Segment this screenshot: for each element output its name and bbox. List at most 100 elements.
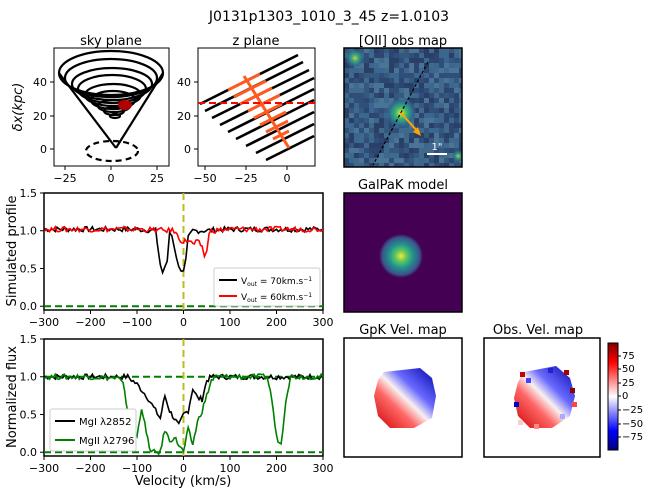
obs-pixel xyxy=(354,68,359,73)
obs-pixel xyxy=(434,158,439,163)
obs-pixel xyxy=(444,123,449,128)
obs-pixel xyxy=(404,78,409,83)
obs-pixel xyxy=(354,103,359,108)
obs-pixel xyxy=(434,138,439,143)
obs-pixel xyxy=(444,58,449,63)
obs-pixel xyxy=(409,98,414,103)
obs-pixel xyxy=(379,108,384,113)
obs-pixel xyxy=(434,153,439,158)
obs-pixel xyxy=(439,153,444,158)
obs-pixel xyxy=(374,138,379,143)
obs-pixel xyxy=(429,138,434,143)
sim-legend-label: Vout = 60km.s−1 xyxy=(241,292,312,304)
obs-pixel xyxy=(389,78,394,83)
obs-pixel xyxy=(419,98,424,103)
obs-pixel xyxy=(374,63,379,68)
obs-pixel xyxy=(454,143,459,148)
gpk-vel-field xyxy=(374,368,436,428)
colorbar-tick: −25 xyxy=(622,405,643,416)
obs-pixel xyxy=(344,143,349,148)
obs-pixel xyxy=(379,88,384,93)
obs-pixel xyxy=(444,93,449,98)
obs-pixel xyxy=(374,133,379,138)
colorbar-tick: −75 xyxy=(622,432,643,443)
norm-ylabel: Normalized flux xyxy=(5,346,20,448)
x-tick-label: 100 xyxy=(220,316,241,329)
colorbar-gradient xyxy=(607,342,619,451)
obs-pixel xyxy=(439,133,444,138)
obs-pixel xyxy=(354,118,359,123)
obs-pixel xyxy=(394,53,399,58)
obs-pixel xyxy=(344,138,349,143)
obs-pixel xyxy=(419,88,424,93)
obs-pixel xyxy=(419,53,424,58)
obs-pixel xyxy=(424,138,429,143)
obs-pixel xyxy=(369,163,374,167)
obs-pixel xyxy=(409,163,414,167)
obs-pixel xyxy=(394,73,399,78)
obs-pixel xyxy=(399,53,404,58)
obs-pixel xyxy=(384,48,389,53)
obs-pixel xyxy=(359,113,364,118)
sky-ylabel: δx(kpc) xyxy=(11,83,26,132)
obs-pixel xyxy=(344,98,349,103)
obs-pixel xyxy=(424,78,429,83)
obs-pixel xyxy=(424,158,429,163)
obs-pixel xyxy=(404,138,409,143)
obs-pixel xyxy=(459,143,462,148)
obs-pixel xyxy=(459,128,462,133)
obs-pixel xyxy=(419,128,424,133)
sky-ytick: 0 xyxy=(40,143,47,156)
obs-pixel xyxy=(409,53,414,58)
z-xtick: 0 xyxy=(284,172,291,185)
obs-pixel xyxy=(379,83,384,88)
obs-pixel xyxy=(429,103,434,108)
obs-pixel xyxy=(364,108,369,113)
obs-pixel xyxy=(389,93,394,98)
obs-pixel xyxy=(454,133,459,138)
velocity-colorbar: 75 50 25 0 −25 −50 −75 xyxy=(607,342,643,451)
obs-pixel xyxy=(359,78,364,83)
obs-pixel xyxy=(434,63,439,68)
x-tick-label: 300 xyxy=(313,316,334,329)
y-tick-label: 0.0 xyxy=(20,300,38,313)
obs-pixel xyxy=(454,113,459,118)
obs-pixel xyxy=(459,63,462,68)
obs-pixel xyxy=(399,153,404,158)
obs-pixel xyxy=(439,103,444,108)
obs-pixel xyxy=(389,158,394,163)
obs-pixel xyxy=(379,158,384,163)
norm-xlabel: Velocity (km/s) xyxy=(135,474,232,489)
obs-pixel xyxy=(399,68,404,73)
obs-pixel xyxy=(384,78,389,83)
series-line xyxy=(44,224,323,260)
obs-pixel xyxy=(384,83,389,88)
obs-pixel xyxy=(384,63,389,68)
obs-pixel xyxy=(429,83,434,88)
obs-pixel xyxy=(419,48,424,53)
sky-xtick: 25 xyxy=(150,172,164,185)
obs-pixel xyxy=(379,48,384,53)
obs-pixel xyxy=(364,153,369,158)
x-tick-label: 200 xyxy=(266,462,287,475)
obs-pixel xyxy=(349,98,354,103)
obs-pixel xyxy=(379,58,384,63)
obs-pixel xyxy=(434,128,439,133)
obs-pixel xyxy=(399,143,404,148)
obs-pixel xyxy=(349,83,354,88)
obs-pixel xyxy=(449,83,454,88)
obs-pixel xyxy=(354,108,359,113)
obs-pixel xyxy=(374,98,379,103)
obs-pixel xyxy=(404,148,409,153)
obs-pixel xyxy=(344,108,349,113)
obs-pixel xyxy=(444,98,449,103)
obs-map-frame xyxy=(343,47,463,168)
obs-pixel xyxy=(374,93,379,98)
series-line xyxy=(44,372,323,425)
z-xtick: −25 xyxy=(234,172,257,185)
obs-pixel xyxy=(349,93,354,98)
obs-pixel xyxy=(399,88,404,93)
obs-pixel xyxy=(384,88,389,93)
obs-pixel xyxy=(374,68,379,73)
obs-vel-pixel xyxy=(518,420,523,425)
